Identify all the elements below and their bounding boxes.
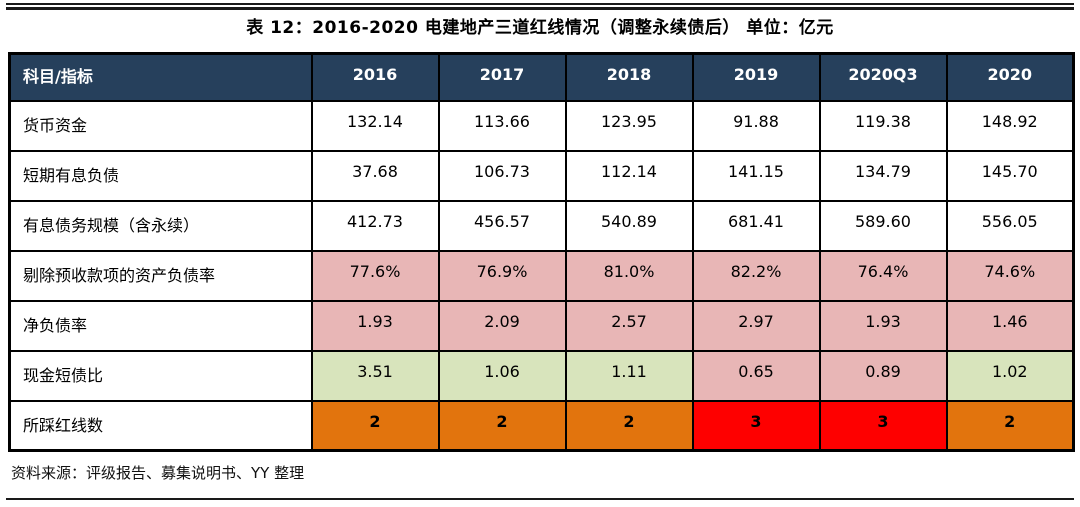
column-header-subject: 科目/指标 [8, 52, 313, 102]
table-cell: 91.88 [691, 99, 821, 152]
table-cell: 3 [818, 399, 948, 452]
table-cell: 106.73 [437, 149, 567, 202]
table-cell: 123.95 [564, 99, 694, 152]
table-row: 现金短债比 3.51 1.06 1.11 0.65 0.89 1.02 [8, 349, 1075, 402]
table-cell: 1.93 [310, 299, 440, 352]
table-cell: 2 [945, 399, 1075, 452]
table-row: 净负债率 1.93 2.09 2.57 2.97 1.93 1.46 [8, 299, 1075, 352]
top-rule-thin [6, 3, 1074, 5]
table-cell: 3.51 [310, 349, 440, 402]
table-header-row: 科目/指标 2016 2017 2018 2019 2020Q3 2020 [8, 52, 1075, 102]
table-cell: 2.09 [437, 299, 567, 352]
table-cell: 134.79 [818, 149, 948, 202]
bottom-rule [6, 498, 1074, 500]
row-label: 剔除预收款项的资产负债率 [8, 249, 313, 302]
table-cell: 119.38 [818, 99, 948, 152]
table-cell: 556.05 [945, 199, 1075, 252]
table-row: 短期有息负债 37.68 106.73 112.14 141.15 134.79 145.7… [8, 149, 1075, 202]
table-cell: 1.46 [945, 299, 1075, 352]
table-cell: 77.6% [310, 249, 440, 302]
column-header-2018: 2018 [564, 52, 694, 102]
row-label: 现金短债比 [8, 349, 313, 402]
table-cell: 2.57 [564, 299, 694, 352]
column-header-2019: 2019 [691, 52, 821, 102]
table-cell: 2 [310, 399, 440, 452]
table-cell: 1.11 [564, 349, 694, 402]
table-row: 货币资金 132.14 113.66 123.95 91.88 119.38 148.92 [8, 99, 1075, 152]
table-cell: 412.73 [310, 199, 440, 252]
table-cell: 81.0% [564, 249, 694, 302]
source-note: 资料来源：评级报告、募集说明书、YY 整理 [11, 464, 305, 482]
table-cell: 2.97 [691, 299, 821, 352]
table-title: 表 12：2016-2020 电建地产三道红线情况（调整永续债后） 单位：亿元 [246, 18, 834, 38]
table-cell: 540.89 [564, 199, 694, 252]
table-cell: 681.41 [691, 199, 821, 252]
table-cell: 0.65 [691, 349, 821, 402]
table-header: 科目/指标 2016 2017 2018 2019 2020Q3 2020 [8, 52, 1075, 102]
table-cell: 76.9% [437, 249, 567, 302]
table-cell: 74.6% [945, 249, 1075, 302]
table-cell: 1.02 [945, 349, 1075, 402]
table-cell: 112.14 [564, 149, 694, 202]
table-row: 剔除预收款项的资产负债率 77.6% 76.9% 81.0% 82.2% 76.4% 74.… [8, 249, 1075, 302]
row-label: 所踩红线数 [8, 399, 313, 452]
top-rule-thick [6, 7, 1074, 10]
table-cell: 148.92 [945, 99, 1075, 152]
table-cell: 2 [564, 399, 694, 452]
table-row: 所踩红线数 2 2 2 3 3 2 [8, 399, 1075, 452]
table-cell: 3 [691, 399, 821, 452]
column-header-2017: 2017 [437, 52, 567, 102]
table-cell: 1.93 [818, 299, 948, 352]
table-cell: 132.14 [310, 99, 440, 152]
table-cell: 2 [437, 399, 567, 452]
row-label: 有息债务规模（含永续） [8, 199, 313, 252]
table-cell: 37.68 [310, 149, 440, 202]
table-cell: 589.60 [818, 199, 948, 252]
column-header-2020q3: 2020Q3 [818, 52, 948, 102]
table-cell: 1.06 [437, 349, 567, 402]
table-body: 货币资金 132.14 113.66 123.95 91.88 119.38 148.92 短… [8, 99, 1075, 452]
three-red-lines-table: 科目/指标 2016 2017 2018 2019 2020Q3 2020 货币资金 132.… [8, 52, 1075, 452]
table-cell: 456.57 [437, 199, 567, 252]
column-header-2020: 2020 [945, 52, 1075, 102]
table-cell: 82.2% [691, 249, 821, 302]
table-cell: 0.89 [818, 349, 948, 402]
row-label: 短期有息负债 [8, 149, 313, 202]
row-label: 净负债率 [8, 299, 313, 352]
column-header-2016: 2016 [310, 52, 440, 102]
table-cell: 113.66 [437, 99, 567, 152]
row-label: 货币资金 [8, 99, 313, 152]
table-cell: 145.70 [945, 149, 1075, 202]
table-row: 有息债务规模（含永续） 412.73 456.57 540.89 681.41 589.6… [8, 199, 1075, 252]
table-cell: 141.15 [691, 149, 821, 202]
table-cell: 76.4% [818, 249, 948, 302]
